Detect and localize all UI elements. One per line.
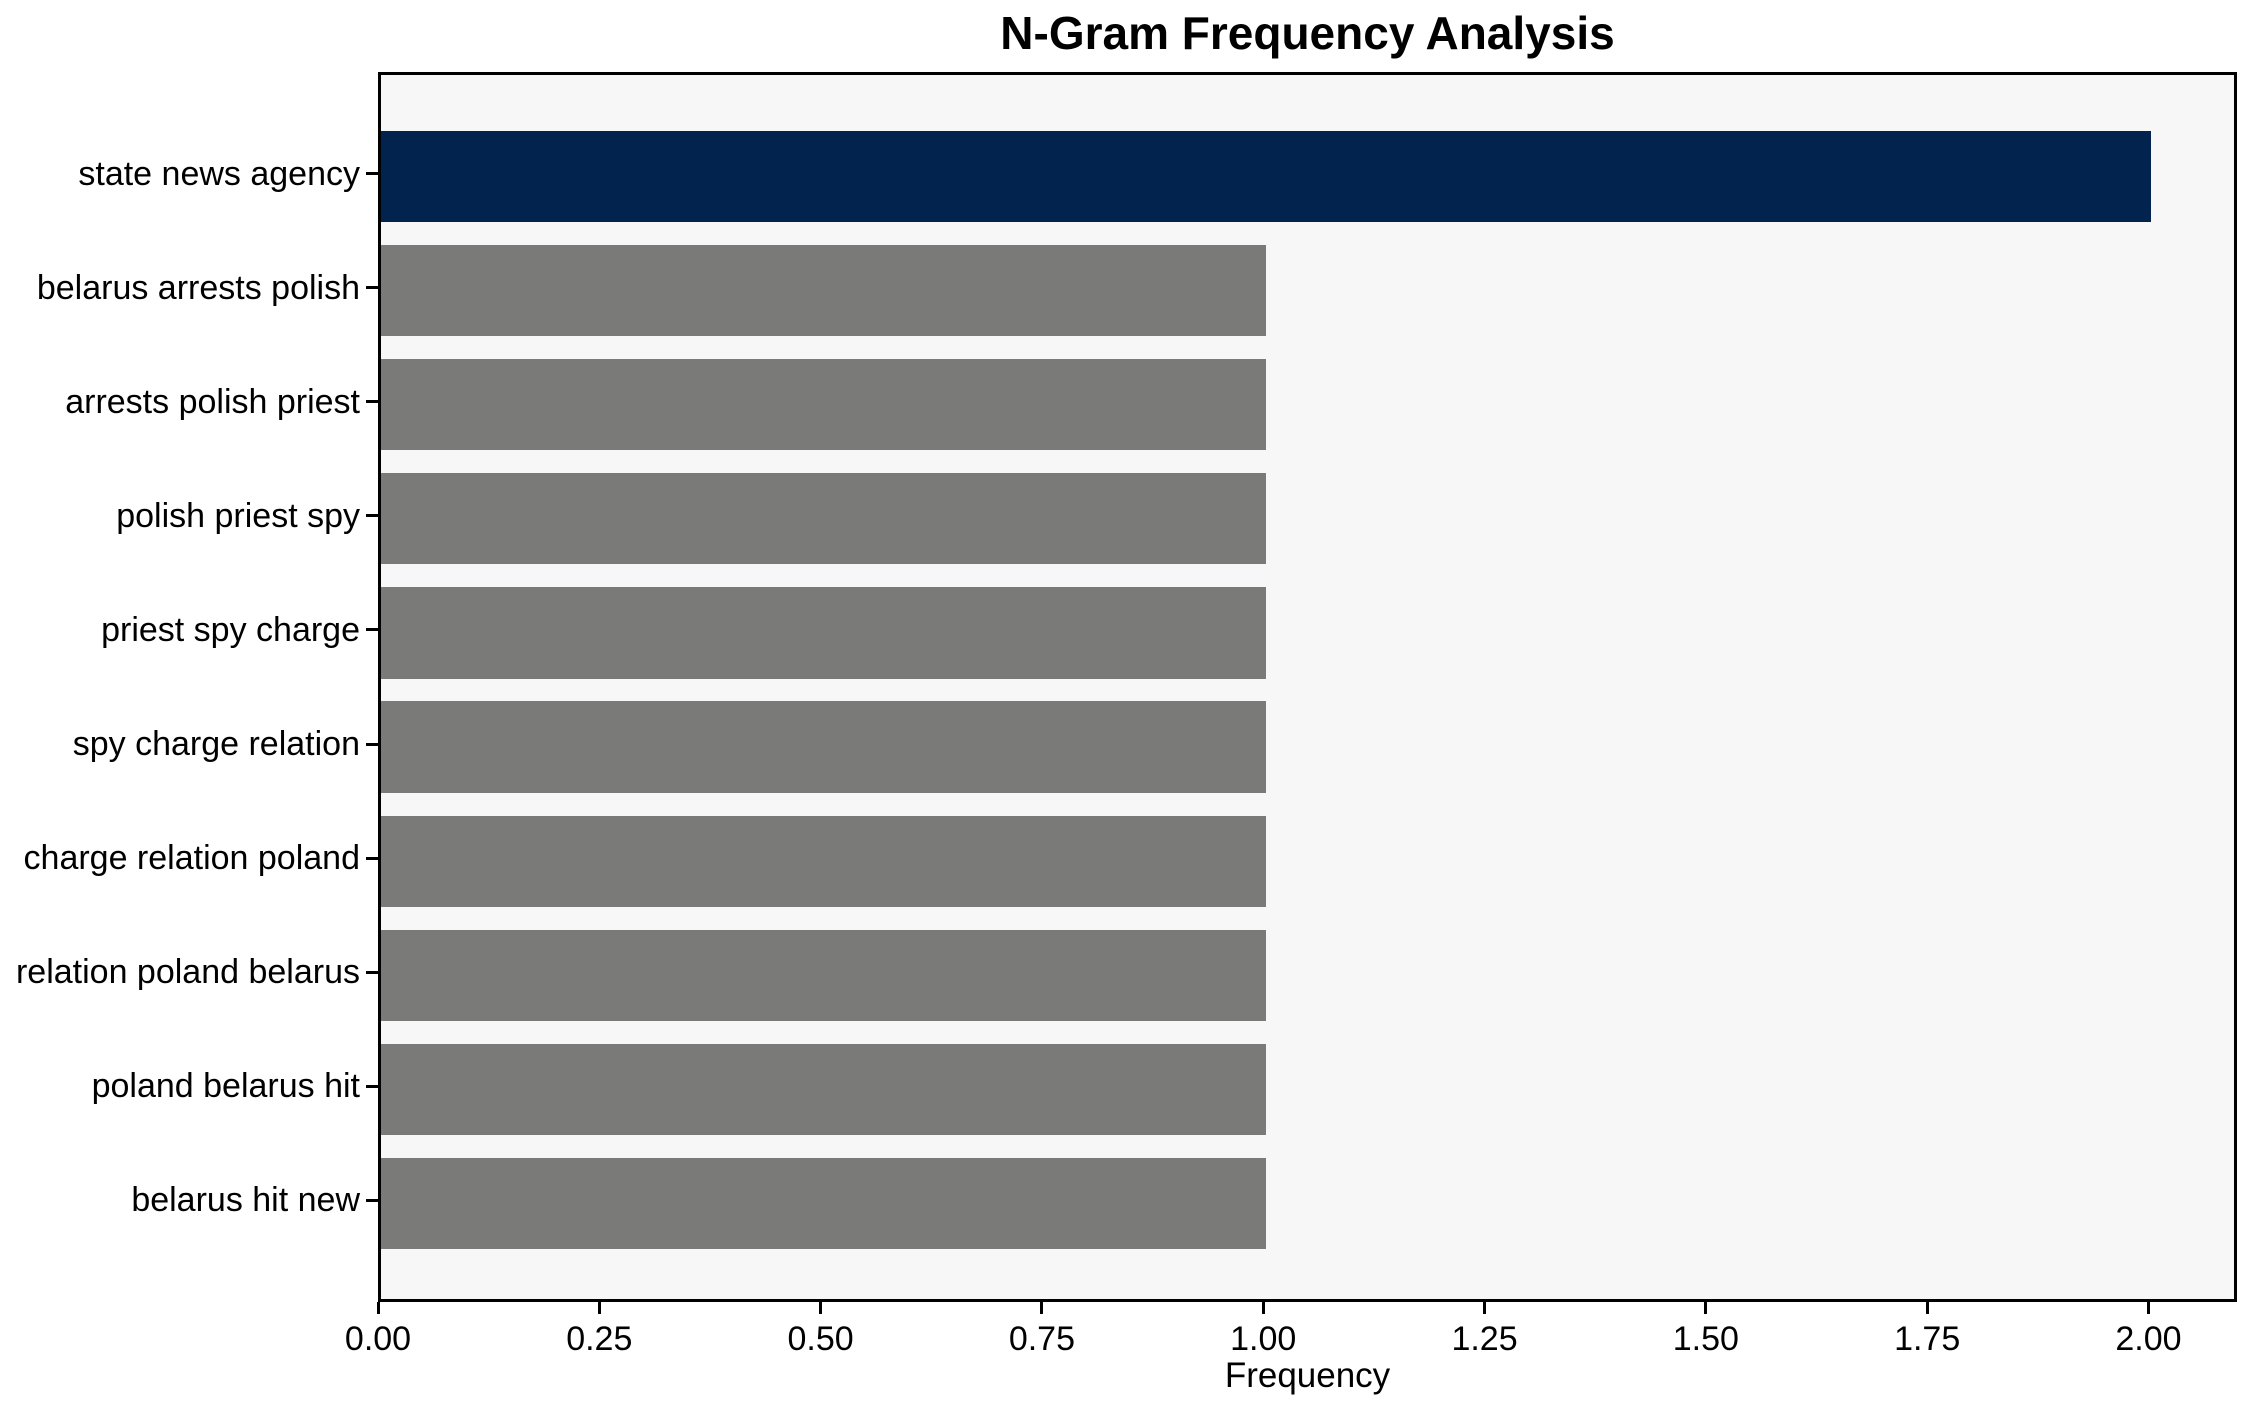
x-axis-label: Frequency	[1224, 1356, 1391, 1395]
bar-priest-spy-charge	[381, 587, 1267, 679]
x-tick-mark	[1704, 1302, 1708, 1314]
y-tick-mark	[366, 856, 378, 860]
chart-title: N-Gram Frequency Analysis	[1000, 7, 1615, 59]
y-tick-mark	[366, 1084, 378, 1088]
x-tick-label-0.25: 0.25	[566, 1320, 633, 1358]
x-tick-mark	[1261, 1302, 1265, 1314]
x-tick-mark	[597, 1302, 601, 1314]
plot-area	[378, 72, 2237, 1302]
x-tick-mark	[819, 1302, 823, 1314]
bar-arrests-polish-priest	[381, 359, 1267, 451]
bar-state-news-agency	[381, 130, 2152, 223]
y-tick-mark	[366, 1198, 378, 1202]
bar-relation-poland-belarus	[381, 929, 1267, 1021]
y-tick-label-priest-spy-charge: priest spy charge	[101, 610, 360, 649]
x-tick-label-2.00: 2.00	[2115, 1320, 2182, 1358]
y-tick-label-belarus-hit-new: belarus hit new	[131, 1181, 360, 1220]
bar-polish-priest-spy	[381, 473, 1267, 565]
x-tick-label-0.75: 0.75	[1008, 1320, 1076, 1358]
y-tick-mark	[366, 742, 378, 746]
x-tick-mark	[1483, 1302, 1487, 1314]
y-tick-mark	[366, 172, 378, 176]
bar-belarus-hit-new	[381, 1157, 1267, 1250]
y-tick-label-state-news-agency: state news agency	[78, 154, 360, 193]
x-tick-mark	[2146, 1302, 2150, 1314]
y-tick-mark	[366, 514, 378, 518]
x-tick-label-1.25: 1.25	[1451, 1320, 1518, 1358]
y-tick-mark	[366, 970, 378, 974]
y-tick-label-arrests-polish-priest: arrests polish priest	[65, 382, 360, 421]
bar-poland-belarus-hit	[381, 1043, 1267, 1135]
y-tick-label-charge-relation-poland: charge relation poland	[23, 839, 360, 878]
y-tick-label-spy-charge-relation: spy charge relation	[72, 725, 360, 764]
y-tick-label-polish-priest-spy: polish priest spy	[116, 496, 360, 535]
y-tick-mark	[366, 400, 378, 404]
bar-charge-relation-poland	[381, 815, 1267, 907]
x-tick-label-0.50: 0.50	[787, 1320, 854, 1358]
x-tick-label-0.00: 0.00	[344, 1320, 412, 1358]
x-tick-label-1.50: 1.50	[1672, 1320, 1739, 1358]
x-tick-mark	[1040, 1302, 1044, 1314]
x-tick-mark	[376, 1302, 380, 1314]
y-tick-mark	[366, 286, 378, 290]
x-tick-mark	[1925, 1302, 1929, 1314]
y-tick-mark	[366, 628, 378, 632]
y-tick-label-belarus-arrests-polish: belarus arrests polish	[36, 268, 360, 307]
y-tick-label-poland-belarus-hit: poland belarus hit	[91, 1067, 360, 1106]
y-tick-label-relation-poland-belarus: relation poland belarus	[15, 953, 360, 992]
x-tick-label-1.75: 1.75	[1894, 1320, 1961, 1358]
x-tick-label-1.00: 1.00	[1230, 1320, 1297, 1358]
bar-belarus-arrests-polish	[381, 245, 1267, 337]
bars-layer	[381, 75, 2234, 1299]
bar-spy-charge-relation	[381, 701, 1267, 793]
